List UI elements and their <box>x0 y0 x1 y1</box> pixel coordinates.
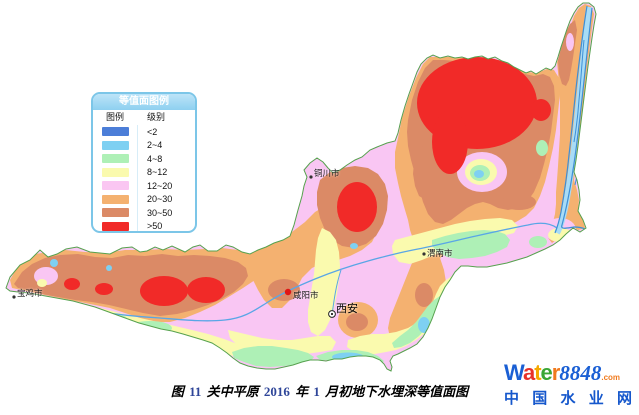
legend-label: 12~20 <box>147 180 173 191</box>
legend-row: 2~4 <box>93 139 195 153</box>
legend-swatch <box>102 127 129 137</box>
legend-row: <2 <box>93 125 195 139</box>
legend-title: 等值面图例 <box>93 94 195 110</box>
legend-row: 8~12 <box>93 166 195 180</box>
legend-label: 8~12 <box>147 167 168 178</box>
logo-letter: e <box>540 360 553 385</box>
legend-divider <box>137 125 138 231</box>
caption-prefix: 图 <box>170 384 188 399</box>
legend-label: >50 <box>147 221 163 232</box>
yellow-river-line-1 <box>554 5 588 234</box>
regions-gt50 <box>64 57 551 306</box>
legend-row: >50 <box>93 220 195 232</box>
tongchuan-marker <box>309 175 313 179</box>
legend-swatch <box>102 167 129 177</box>
xian-marker <box>328 310 336 318</box>
legend-row: 20~30 <box>93 193 195 207</box>
baoji-marker <box>12 295 16 299</box>
legend-swatch <box>102 221 129 231</box>
yellow-river-line-2 <box>561 7 593 230</box>
legend-swatch <box>102 154 129 164</box>
logo-cn-char: 水 <box>560 390 576 407</box>
legend-column-headers: 图例 级别 <box>93 110 195 125</box>
city-label-xianyang: 咸阳市 <box>293 290 319 300</box>
legend-label: 2~4 <box>147 140 163 151</box>
map-border <box>5 2 597 372</box>
logo-cn-char: 业 <box>588 390 604 407</box>
water8848-logo: Water8848.com 中国水业网 <box>504 361 636 408</box>
legend-row: 12~20 <box>93 179 195 193</box>
logo-cn-name: 中国水业网 <box>504 390 632 407</box>
logo-cn-char: 中 <box>504 390 520 407</box>
legend-swatch <box>102 194 129 204</box>
logo-letter: t <box>534 360 541 385</box>
city-label-tongchuan: 铜川市 <box>314 168 340 178</box>
wei-river <box>31 222 558 322</box>
logo-cn-char: 国 <box>532 390 548 407</box>
legend-label: 30~50 <box>147 207 173 218</box>
caption-figure-number: 11 <box>189 384 202 399</box>
legend-col-level: 级别 <box>147 112 166 122</box>
legend-rows: <2 2~4 4~8 8~12 12~20 20~30 30~50 >50 <box>93 125 195 232</box>
figure-caption: 图 11 关中平原 2016 年 1 月初地下水埋深等值面图 <box>0 381 639 400</box>
legend-label: 20~30 <box>147 194 173 205</box>
xianyang-marker <box>284 288 292 296</box>
legend-box: 等值面图例 图例 级别 <2 2~4 4~8 8~12 12~20 20~30 30~50 >… <box>91 92 197 233</box>
city-label-xian: 西安 <box>336 303 358 315</box>
caption-part2: 年 <box>291 384 312 399</box>
caption-year: 2016 <box>263 384 290 399</box>
caption-part3: 月初地下水埋深等值面图 <box>321 384 469 399</box>
city-label-weinan: 渭南市 <box>427 248 453 258</box>
legend-swatch <box>102 181 129 191</box>
legend-swatch <box>102 208 129 218</box>
legend-row: 30~50 <box>93 206 195 220</box>
caption-month: 1 <box>313 384 320 399</box>
legend-col-symbol: 图例 <box>105 112 124 122</box>
legend-label: <2 <box>147 126 158 137</box>
logo-domain-suffix: .com <box>601 373 621 382</box>
legend-row: 4~8 <box>93 152 195 166</box>
yellow-river-braid-1 <box>573 39 585 143</box>
logo-number: 8848 <box>559 361 602 385</box>
logo-letter: r <box>551 360 561 385</box>
caption-part1: 关中平原 <box>203 384 262 399</box>
logo-word-water: Water <box>504 361 560 385</box>
legend-swatch <box>102 140 129 150</box>
legend-label: 4~8 <box>147 153 163 164</box>
logo-letter: a <box>522 360 535 385</box>
yellow-river-channel <box>554 6 592 235</box>
weinan-marker <box>422 252 426 256</box>
city-markers <box>12 175 426 318</box>
logo-letter: W <box>504 360 524 385</box>
city-label-baoji: 宝鸡市 <box>17 288 43 298</box>
logo-cn-char: 网 <box>616 390 632 407</box>
